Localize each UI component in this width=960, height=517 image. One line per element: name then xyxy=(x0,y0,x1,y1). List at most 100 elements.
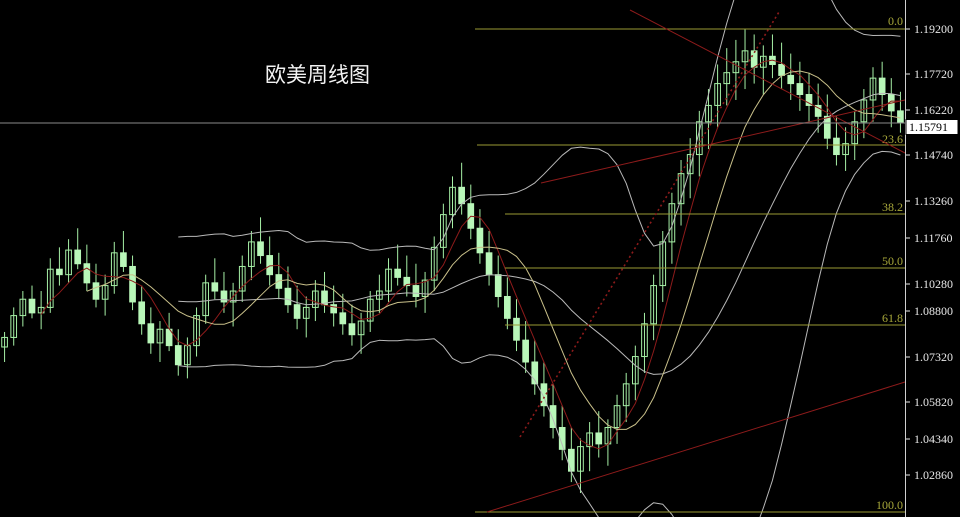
candle-body xyxy=(257,241,264,257)
candle-body xyxy=(229,290,237,303)
candle-body xyxy=(394,268,401,278)
candle-body xyxy=(750,50,758,68)
price-tick-label: 1.19200 xyxy=(914,22,953,36)
candle-body xyxy=(156,328,164,344)
fib-level-label: 50.0 xyxy=(882,254,903,268)
candle-body xyxy=(348,323,356,336)
candle-body xyxy=(284,287,292,306)
price-tick-label: 1.16220 xyxy=(914,103,953,117)
candle-body xyxy=(293,304,301,319)
candle-body xyxy=(814,104,822,117)
candle-body xyxy=(19,298,27,317)
trendline-lower-ascending[interactable] xyxy=(540,99,906,184)
price-tick-label: 1.05820 xyxy=(914,395,953,409)
candle-body xyxy=(686,154,694,175)
candle-body xyxy=(120,252,127,267)
price-tick-label: 1.02860 xyxy=(914,468,953,482)
candle-body xyxy=(302,306,310,319)
candle-body xyxy=(805,94,813,106)
candle-body xyxy=(641,323,648,358)
candle-body xyxy=(586,432,593,448)
bollinger-lower-band xyxy=(178,150,901,517)
candle-body xyxy=(504,295,511,319)
candle-body xyxy=(494,274,502,297)
candle-body xyxy=(403,276,411,287)
candle-body xyxy=(823,115,831,139)
candlestick-series xyxy=(1,29,904,494)
candle-body xyxy=(668,203,676,243)
candle-body xyxy=(147,323,155,344)
price-tick-label: 1.10280 xyxy=(914,277,953,291)
candle-body xyxy=(833,137,840,156)
candle-body xyxy=(577,446,584,472)
candle-body xyxy=(741,50,749,63)
price-tick-label: 1.17720 xyxy=(914,67,953,81)
current-price-box[interactable] xyxy=(905,119,959,135)
candle-body xyxy=(339,312,347,325)
candle-body xyxy=(796,83,804,96)
candle-body xyxy=(714,83,721,106)
price-axis-panel xyxy=(905,0,960,517)
candle-body xyxy=(787,74,795,85)
candle-body xyxy=(842,143,849,156)
candle-body xyxy=(531,361,539,385)
fib-level-label: 38.2 xyxy=(882,200,903,214)
candle-body xyxy=(10,315,18,338)
candle-body xyxy=(558,427,566,450)
candle-body xyxy=(778,63,785,76)
candle-body xyxy=(46,268,54,308)
candle-body xyxy=(458,186,465,205)
candle-body xyxy=(851,121,859,145)
candle-body xyxy=(1,336,8,348)
price-tick-label: 1.04340 xyxy=(914,432,953,446)
candle-body xyxy=(595,432,603,445)
candle-body xyxy=(28,298,36,314)
candle-body xyxy=(56,268,63,276)
candle-body xyxy=(568,448,575,472)
candle-body xyxy=(430,246,438,281)
candle-body xyxy=(211,282,219,292)
candle-body xyxy=(631,356,639,385)
candle-body xyxy=(522,339,529,363)
candle-body xyxy=(705,104,712,123)
bollinger-upper-band xyxy=(178,0,901,251)
candle-body xyxy=(613,405,621,429)
candle-body xyxy=(83,263,91,284)
candle-body xyxy=(138,301,146,325)
candle-body xyxy=(695,121,703,156)
candle-body xyxy=(74,249,82,265)
fib-level-label: 100.0 xyxy=(876,498,903,512)
candle-body xyxy=(220,290,228,303)
candle-body xyxy=(412,285,420,297)
current-price-value: 1.15791 xyxy=(909,120,948,134)
candle-body xyxy=(330,304,337,314)
candle-body xyxy=(312,290,319,308)
candle-body xyxy=(540,383,548,407)
candle-body xyxy=(101,285,109,300)
fib-level-label: 0.0 xyxy=(888,14,903,28)
candle-body xyxy=(92,282,100,300)
candle-body xyxy=(732,61,740,74)
candle-body xyxy=(357,320,365,336)
candle-body xyxy=(129,265,136,303)
candle-body xyxy=(202,282,210,317)
candle-body xyxy=(549,405,557,429)
ma-fast-line xyxy=(40,59,901,450)
trendline-base-ascending[interactable] xyxy=(486,381,906,513)
trendline-upper-descending[interactable] xyxy=(629,9,906,154)
price-tick-label: 1.08800 xyxy=(914,304,953,318)
candle-body xyxy=(897,110,904,123)
candle-body xyxy=(266,255,274,276)
ma-slow-line xyxy=(86,70,901,430)
candle-body xyxy=(650,285,657,325)
candle-body xyxy=(622,383,630,407)
price-tick-label: 1.14740 xyxy=(914,148,953,162)
price-tick-label: 1.13260 xyxy=(914,194,953,208)
candle-body xyxy=(65,249,72,276)
candle-body xyxy=(476,227,484,254)
candle-body xyxy=(878,77,886,96)
candle-body xyxy=(385,268,392,292)
candle-body xyxy=(869,77,877,101)
price-tick-label: 1.07320 xyxy=(914,350,953,364)
